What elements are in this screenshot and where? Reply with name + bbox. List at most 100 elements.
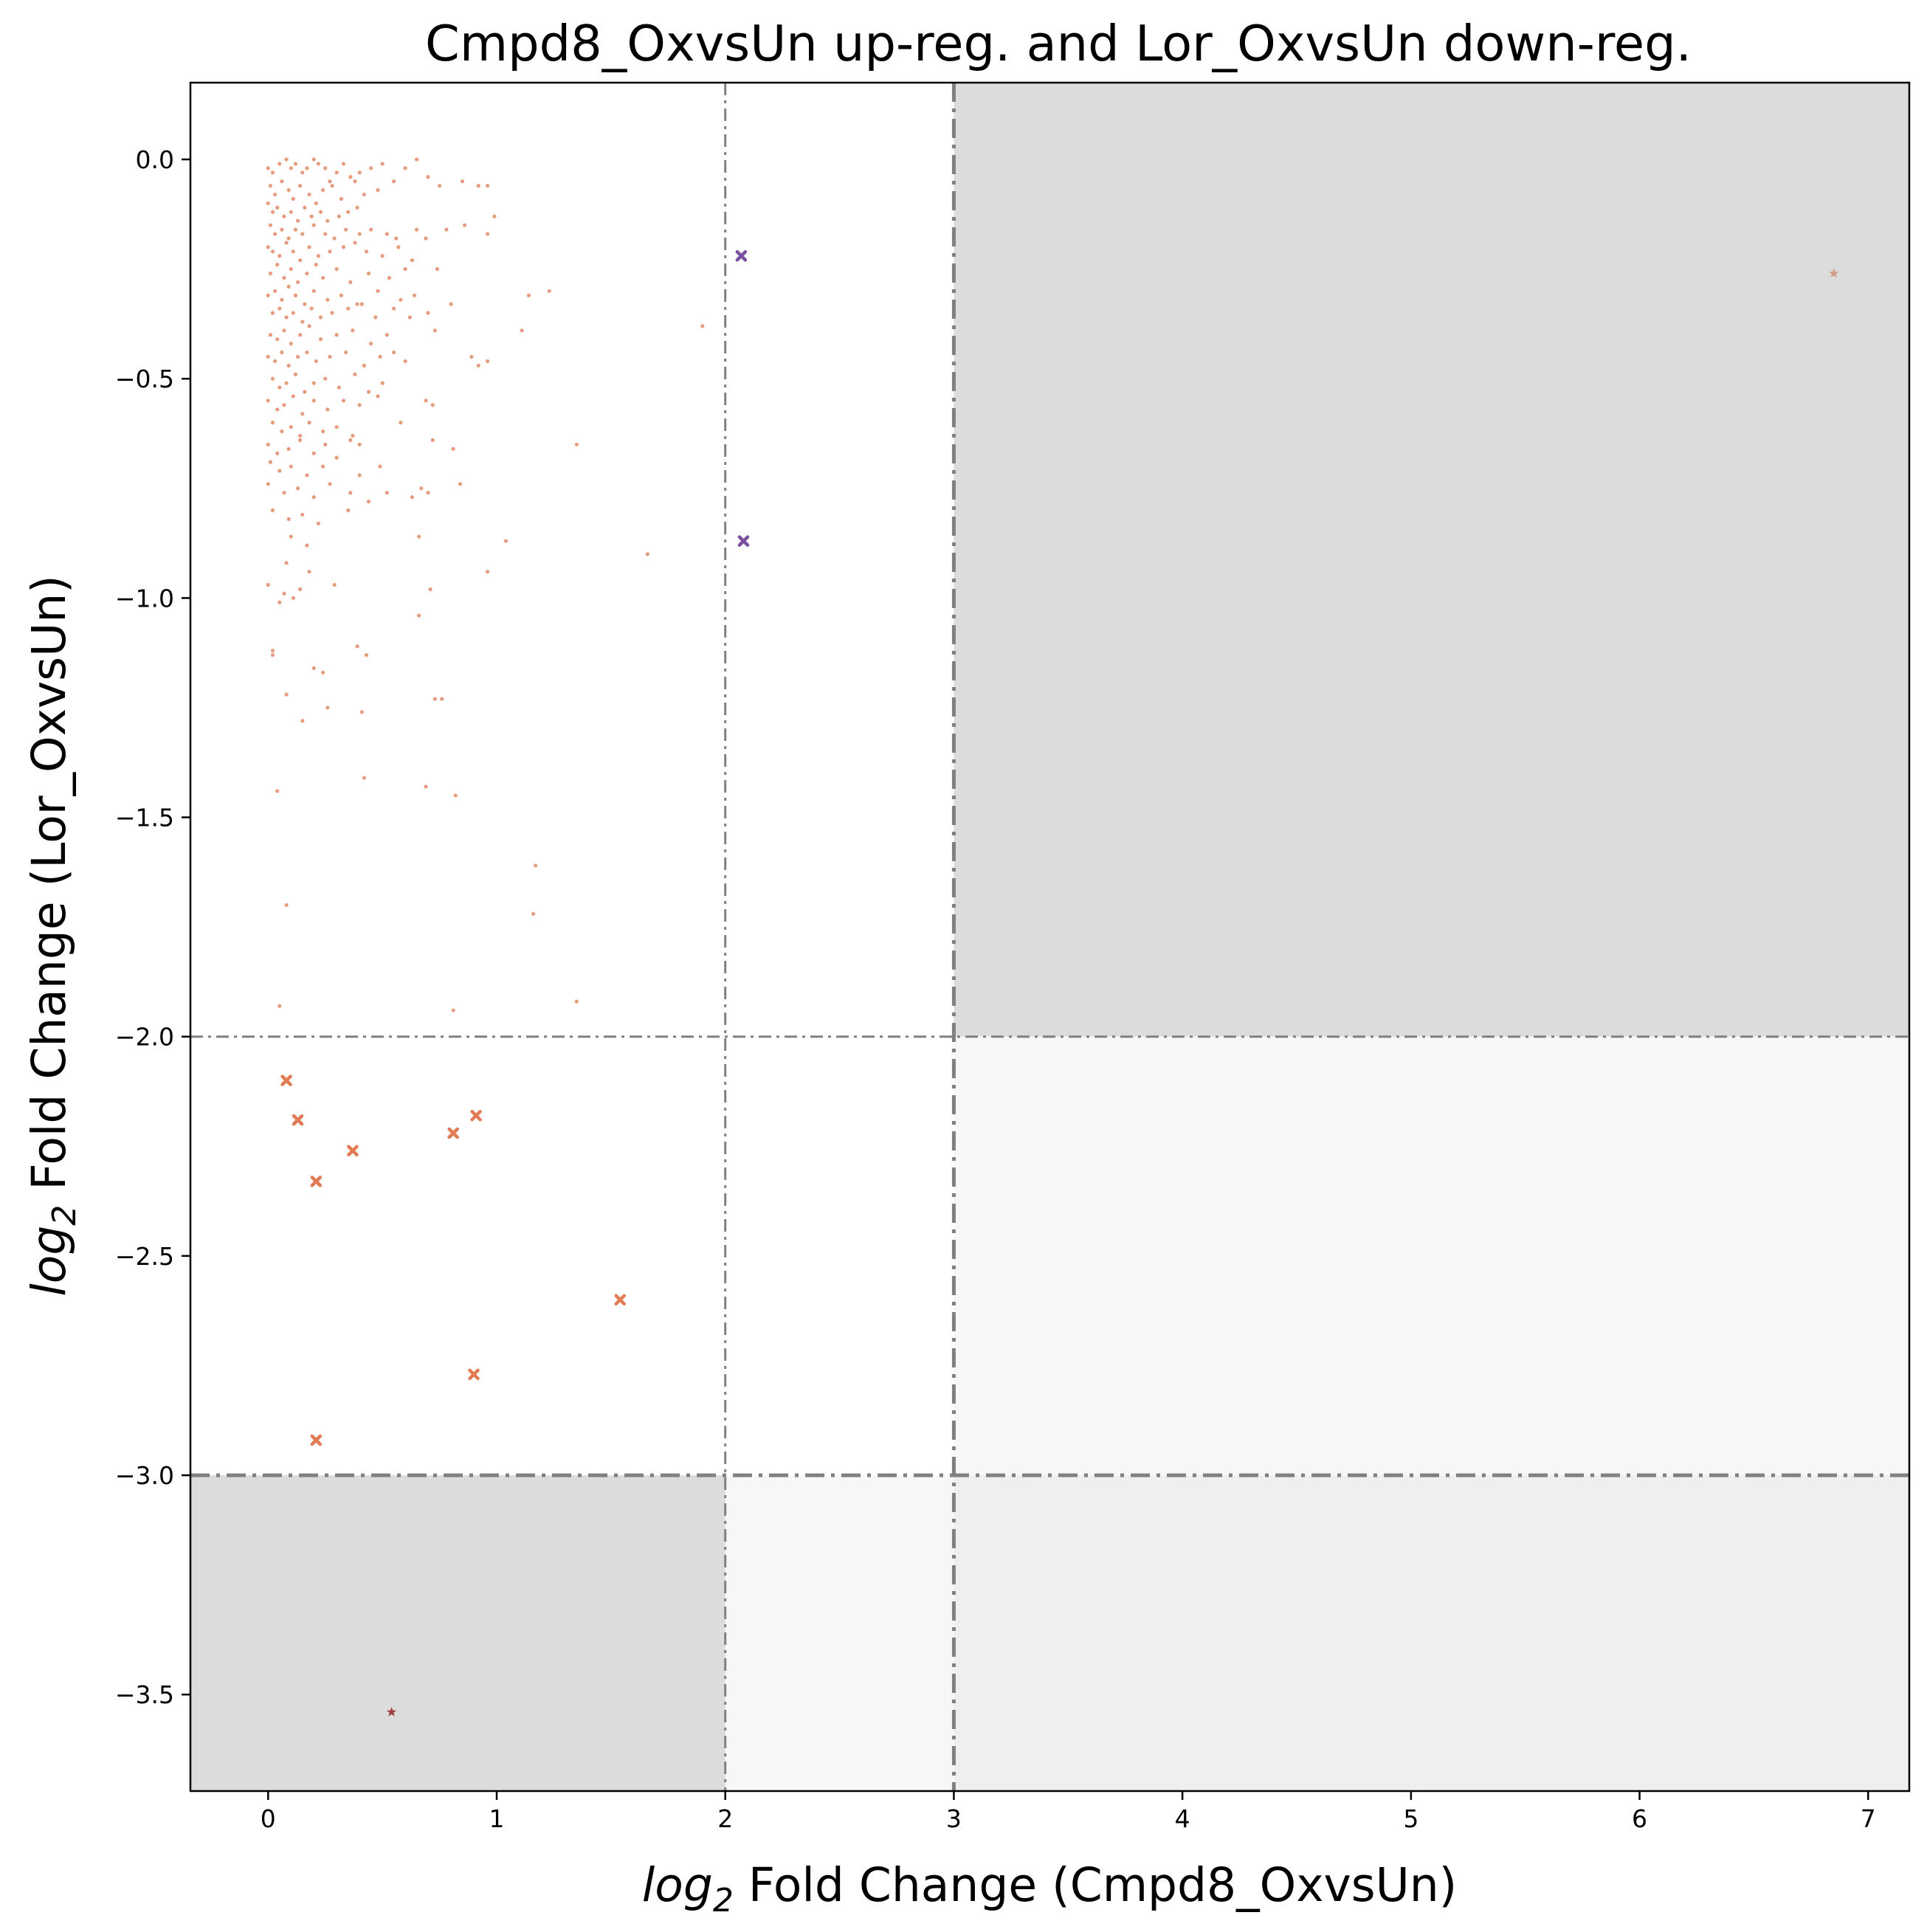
data-point (289, 342, 293, 346)
data-point (275, 407, 280, 412)
y-axis-label-base: 2 (46, 1205, 83, 1226)
data-point (428, 587, 432, 592)
data-point (321, 670, 325, 675)
data-point (268, 333, 272, 337)
data-point (311, 157, 316, 162)
data-point (275, 451, 280, 455)
x-tick-label: 7 (1861, 1804, 1876, 1833)
data-point (298, 587, 303, 592)
data-point (295, 354, 300, 359)
data-point (323, 376, 328, 381)
x-tick-label: 3 (946, 1804, 962, 1833)
data-point (270, 649, 275, 653)
data-point (311, 451, 316, 455)
data-point (282, 328, 286, 333)
data-point (503, 539, 508, 543)
threshold-lines (190, 83, 1909, 1791)
data-point (385, 491, 389, 495)
data-point (357, 403, 362, 407)
data-point (373, 315, 378, 320)
data-point (369, 166, 373, 170)
data-point (355, 302, 359, 306)
data-point (385, 333, 389, 337)
data-point (357, 232, 362, 236)
data-point (266, 399, 270, 403)
data-point (328, 482, 332, 486)
data-point (309, 214, 314, 218)
data-point (417, 534, 421, 539)
data-point (328, 179, 332, 184)
data-point (444, 227, 449, 232)
data-point (293, 293, 298, 297)
data-point (307, 245, 311, 249)
data-point (410, 495, 415, 500)
data-point (266, 245, 270, 249)
data-point (426, 491, 430, 495)
shaded-region-1 (954, 83, 1909, 1037)
data-point-star (1829, 268, 1839, 278)
data-point (275, 337, 280, 342)
data-point (291, 596, 295, 600)
data-points (266, 157, 1839, 1717)
data-point (314, 201, 318, 206)
data-point (432, 328, 437, 333)
data-point (330, 184, 334, 188)
data-point (284, 561, 289, 565)
data-point (380, 254, 385, 258)
data-point (311, 223, 316, 227)
data-point (284, 692, 289, 697)
data-point (268, 460, 272, 464)
data-point (341, 399, 346, 403)
data-point (270, 421, 275, 425)
data-point (334, 266, 339, 272)
data-point (305, 350, 309, 355)
shaded-region-4 (725, 1475, 954, 1791)
data-point (353, 241, 357, 245)
data-point (325, 218, 330, 223)
data-point (289, 166, 293, 170)
data-point (463, 223, 467, 227)
y-tick-label: −2.0 (115, 1023, 174, 1052)
data-point (387, 275, 392, 280)
data-point (451, 1008, 455, 1012)
data-point (376, 188, 380, 193)
data-point (321, 275, 325, 280)
data-point (309, 306, 314, 311)
data-point (284, 157, 289, 162)
data-point (415, 227, 419, 232)
data-point (376, 289, 380, 293)
data-point (334, 333, 339, 337)
data-point (412, 293, 417, 297)
data-point (430, 403, 435, 407)
plot-frame (189, 81, 1911, 1793)
data-point (328, 354, 332, 359)
data-point (399, 421, 403, 425)
shaded-regions (190, 83, 1909, 1791)
data-point-x (470, 1109, 482, 1122)
data-point (277, 469, 282, 473)
data-point (364, 249, 369, 254)
data-point (362, 776, 366, 780)
data-point (348, 491, 353, 495)
data-point-star (386, 1707, 397, 1717)
data-point (282, 403, 286, 407)
data-point (351, 328, 355, 333)
data-point (392, 306, 396, 311)
data-point (266, 482, 270, 486)
data-point (303, 302, 307, 306)
data-point (291, 249, 295, 254)
shaded-region-3 (954, 1036, 1909, 1476)
data-point (334, 170, 339, 175)
data-point (300, 170, 305, 175)
data-point (410, 258, 415, 263)
data-point (295, 280, 300, 285)
data-point (328, 249, 332, 254)
data-point (298, 333, 303, 337)
data-point (432, 697, 437, 701)
data-point (305, 271, 309, 276)
data-point (291, 311, 295, 315)
data-point (323, 442, 328, 446)
data-point (341, 245, 346, 249)
data-point (399, 297, 403, 302)
data-point (332, 236, 337, 241)
